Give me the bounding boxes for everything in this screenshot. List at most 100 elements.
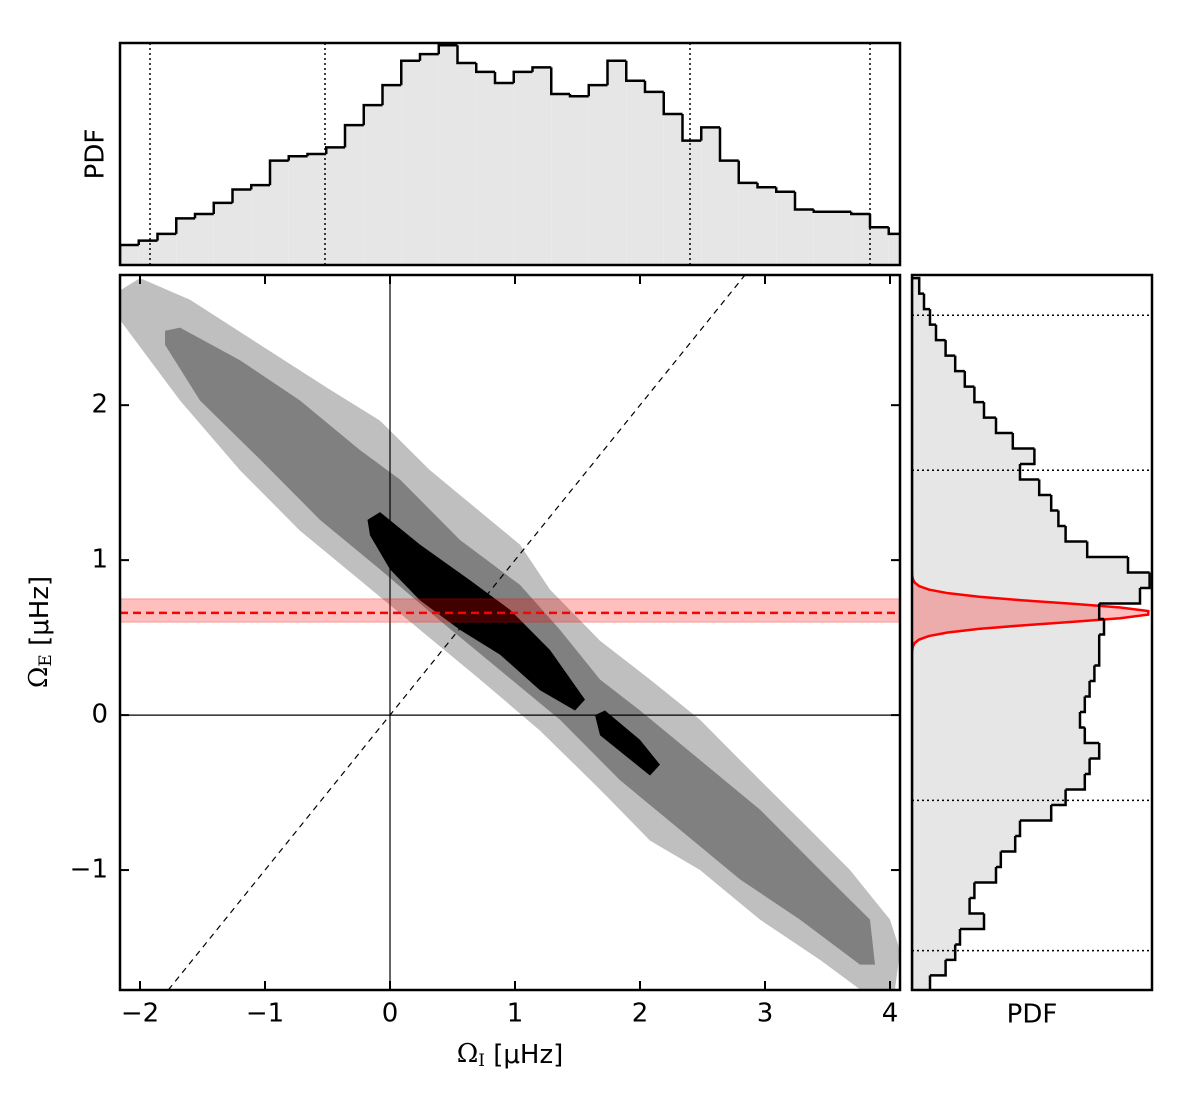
hist-bar [438,45,458,265]
hist-step [718,127,739,162]
hist-step [568,94,589,98]
hist-bar [912,371,965,387]
hist-step [1018,464,1040,481]
side-frame [910,273,1154,992]
hist-bar [912,479,1040,496]
hist-bar [912,913,984,929]
hist-bar [288,156,308,265]
hist-bar [513,71,533,265]
hist-step [922,293,930,311]
hist-bar [912,835,1016,852]
hist-step [475,62,495,74]
hist-bar [912,742,1100,759]
hist-bar [457,62,477,265]
x-tick-label: 3 [757,999,774,1029]
x-tick-label: 2 [632,999,649,1029]
hist-step [325,146,345,154]
hist-step [850,211,870,216]
hist-bar [912,510,1059,527]
x-tick-label: 0 [382,999,399,1029]
hist-step [212,201,233,214]
hist-step [945,944,957,962]
hist-step [1078,711,1085,729]
hist-bar [912,324,936,341]
x-label-symbol: Ω [457,1039,479,1069]
hist-bar [912,681,1090,697]
hist-step [512,70,533,83]
reference-band [120,598,900,623]
hist-step [175,217,195,234]
y-label-unit: [μHz] [25,576,55,654]
hist-step [812,209,833,213]
hist-bar [912,696,1085,712]
hist-step [1089,742,1101,760]
hist-bar [232,189,252,265]
hist-step [982,402,996,419]
hist-bar [912,866,996,883]
hist-step [137,239,158,246]
hist-step [1065,773,1087,791]
hist-step [587,83,608,97]
hist-step [953,355,965,373]
hist-bar [213,202,233,265]
hist-bar [663,114,683,265]
hist-bar [912,851,1001,867]
hist-step [996,851,1003,869]
hist-bar [832,211,852,265]
x-label-sub: I [478,1051,485,1071]
hist-bar [912,773,1085,790]
hist-step [231,188,252,203]
hist-step [1051,789,1067,807]
hist-step [756,182,777,189]
hist-step [968,897,984,915]
hist-bar [645,91,664,265]
hist-bar [912,541,1088,558]
identity-line [167,275,746,990]
hist-step [887,227,900,236]
hist-bar [532,67,552,265]
hist-step [912,276,924,295]
hist-bar [738,182,758,265]
hist-bar [912,882,975,898]
hist-bar [912,402,984,418]
hist-step [1080,696,1087,714]
hist-step [268,159,289,186]
hist-step [381,83,402,106]
hist-step [1140,572,1151,590]
hist-step [793,191,814,211]
hist-bar [851,213,870,265]
hist-bar [420,54,439,265]
hist-step [437,43,458,55]
hist-step [550,67,570,96]
hist-bar [570,96,589,265]
hist-bar [912,293,924,310]
hist-step [944,340,956,357]
hist-step [418,52,439,61]
top-histogram [120,43,900,265]
hist-step [306,152,327,157]
contour-region [595,710,660,776]
hist-bar [912,386,975,403]
hist-bar [912,309,930,325]
hist-step [493,71,514,85]
hist-bar [912,448,1035,465]
hist-step [400,59,420,86]
y-tick-label: −1 [70,855,108,885]
hist-step [1000,835,1017,853]
hist-step [1057,510,1066,528]
hist-step [1099,619,1106,636]
y-axis-label: ΩE [μHz] [24,576,56,688]
hist-step [643,80,664,94]
hist-bar [757,187,777,265]
hist-step [955,928,962,946]
hist-bar [476,71,495,265]
hist-bar [888,233,900,265]
hist-step [994,417,1013,435]
main-frame [118,273,902,992]
hist-step [1020,448,1036,466]
hist-step [737,160,758,185]
hist-step [1084,758,1091,776]
hist-bar [912,634,1100,651]
hist-bar [270,160,289,265]
hist-step [1037,479,1052,497]
